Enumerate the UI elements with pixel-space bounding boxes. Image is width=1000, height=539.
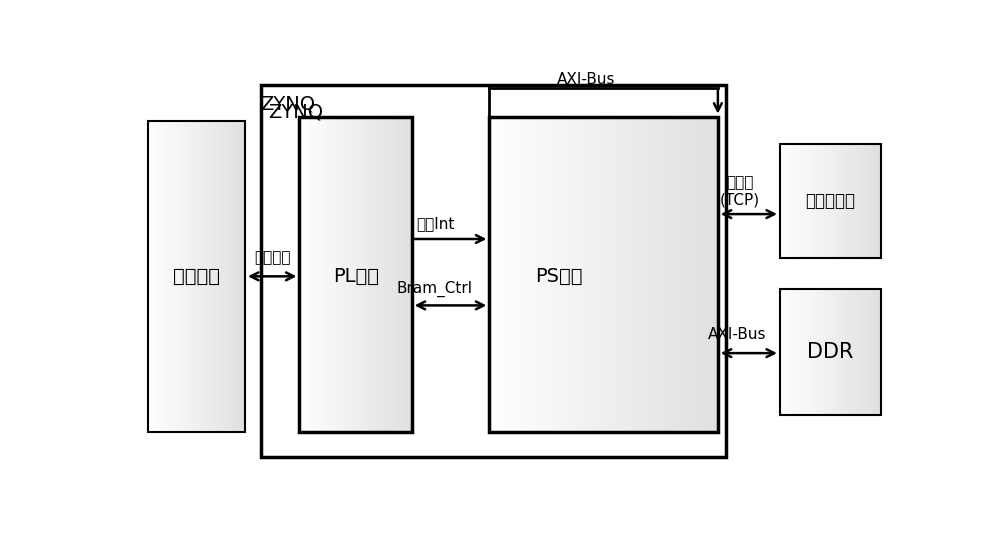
Bar xyxy=(148,121,245,432)
Bar xyxy=(780,289,881,416)
Text: AXI-Bus: AXI-Bus xyxy=(557,72,615,87)
Text: 外部设备: 外部设备 xyxy=(173,267,220,286)
Bar xyxy=(261,86,726,457)
Text: Bram_Ctrl: Bram_Ctrl xyxy=(397,281,473,297)
Text: 中断Int: 中断Int xyxy=(416,216,454,231)
Text: ZYNQ: ZYNQ xyxy=(268,102,324,121)
Bar xyxy=(299,116,412,432)
Text: PS单元: PS单元 xyxy=(535,267,583,286)
Text: DDR: DDR xyxy=(807,342,853,362)
Text: AXI-Bus: AXI-Bus xyxy=(708,327,767,342)
Text: 数据总线: 数据总线 xyxy=(254,250,290,265)
Text: 以太网
(TCP): 以太网 (TCP) xyxy=(720,175,760,208)
Bar xyxy=(780,143,881,258)
Text: PL单元: PL单元 xyxy=(333,267,379,286)
Text: 以太网设备: 以太网设备 xyxy=(805,192,855,210)
Text: ZYNQ: ZYNQ xyxy=(260,95,315,114)
Bar xyxy=(489,116,718,432)
